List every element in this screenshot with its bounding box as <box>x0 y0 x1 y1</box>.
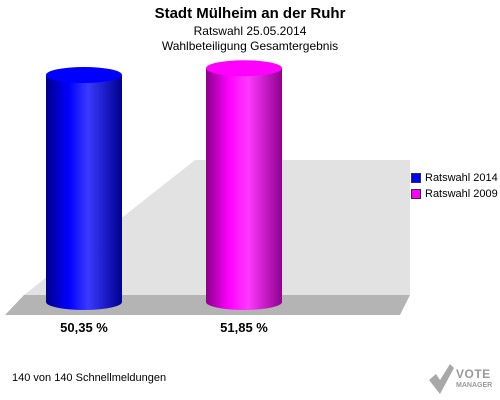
footer-text: 140 von 140 Schnellmeldungen <box>12 372 167 384</box>
bar-value-label: 50,35 % <box>60 320 108 335</box>
legend-item: Ratswahl 2009 <box>411 186 498 202</box>
chart-subtitle-2: Wahlbeteiligung Gesamtergebnis <box>161 39 339 53</box>
legend-swatch <box>411 189 421 199</box>
bar <box>46 66 122 310</box>
bar-top <box>46 66 122 83</box>
legend-label: Ratswahl 2009 <box>425 188 498 200</box>
legend-item: Ratswahl 2014 <box>411 170 498 186</box>
logo-text: VOTE <box>456 367 491 381</box>
bar-top <box>206 60 282 77</box>
bar <box>206 60 282 310</box>
checkmark-logo-icon <box>429 364 454 394</box>
bar-body <box>206 68 282 310</box>
vote-manager-logo: VOTE MANAGER <box>426 360 500 398</box>
bar-value-label: 51,85 % <box>220 320 268 335</box>
logo-subtext: MANAGER <box>456 382 493 389</box>
legend-label: Ratswahl 2014 <box>425 172 498 184</box>
chart-subtitle: Ratswahl 25.05.2014 <box>193 24 307 38</box>
legend-swatch <box>411 173 421 183</box>
bar-body <box>46 74 122 310</box>
chart-title: Stadt Mülheim an der Ruhr <box>154 5 346 22</box>
legend: Ratswahl 2014 Ratswahl 2009 <box>411 170 498 202</box>
